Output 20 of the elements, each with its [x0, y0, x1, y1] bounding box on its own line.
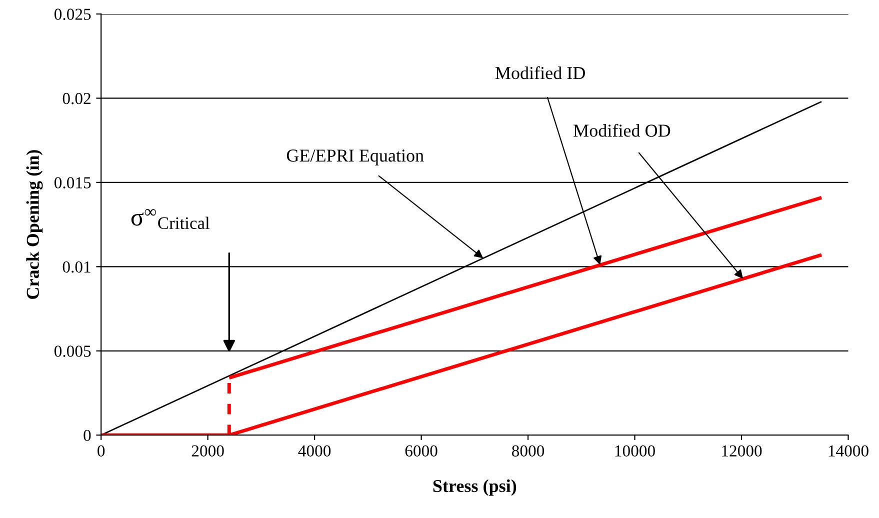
y-tick-label: 0.015 — [54, 177, 91, 188]
x-tick-label: 2000 — [192, 445, 224, 457]
x-tick-label: 8000 — [512, 445, 544, 457]
x-tick-label: 14000 — [828, 445, 868, 457]
x-tick-label: 4000 — [298, 445, 331, 457]
annotation: Modified OD — [574, 124, 670, 137]
annotation: σ$^{∞}$$_{Critical}$ — [131, 209, 210, 230]
y-tick-label: 0.01 — [62, 261, 90, 273]
x-axis-title: Stress (psi) — [433, 479, 516, 496]
x-tick-label: 0 — [98, 445, 105, 457]
y-tick-label: 0.02 — [62, 92, 90, 104]
y-axis-title: Crack Opening (in) — [26, 150, 43, 299]
x-tick-label: 12000 — [722, 445, 762, 457]
y-tick-label: 0.025 — [54, 8, 91, 20]
annotation: GE/EPRI Equation — [286, 150, 424, 166]
x-tick-label: 10000 — [615, 445, 655, 457]
y-tick-label: 0.005 — [54, 346, 91, 357]
y-tick-label: 0 — [84, 430, 91, 442]
annotation: Modified ID — [495, 66, 585, 80]
x-tick-label: 6000 — [405, 445, 438, 457]
